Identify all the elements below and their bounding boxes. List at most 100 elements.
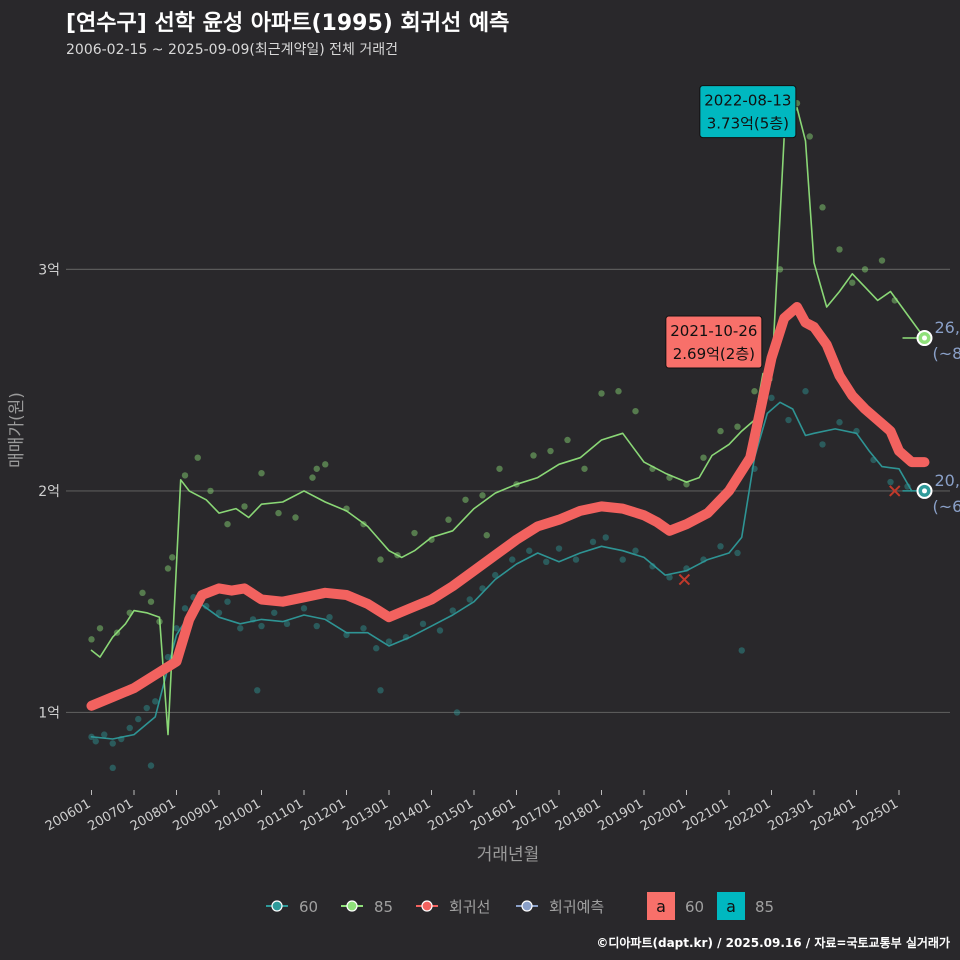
y-tick-label: 3억 [38, 262, 60, 278]
scatter-point-85 [479, 492, 486, 499]
x-tick-label: 200901 [171, 796, 221, 834]
scatter-point-85 [322, 461, 329, 468]
series-line-regression [86, 302, 930, 711]
scatter-point-85 [819, 204, 826, 211]
scatter-point-60 [449, 607, 456, 614]
scatter-point-85 [806, 133, 813, 140]
x-tick-label: 202401 [808, 796, 858, 834]
x-tick-label: 200701 [86, 796, 136, 834]
scatter-point-85 [169, 554, 176, 561]
scatter-point-60 [436, 627, 444, 634]
scatter-point-60 [819, 441, 826, 448]
legend-label: 회귀선 [449, 898, 490, 916]
scatter-point-60 [313, 622, 320, 630]
scatter-point-85 [861, 266, 869, 273]
scatter-point-60 [734, 549, 741, 557]
callout-price: 3.73억(5층) [707, 115, 789, 133]
scatter-point-85 [258, 470, 265, 477]
legend-point-key [346, 900, 358, 912]
scatter-point-60 [768, 394, 775, 402]
scatter-point-60 [258, 622, 265, 630]
prediction-point-center [922, 488, 927, 494]
scatter-point-60 [572, 556, 580, 563]
scatter-point-60 [152, 698, 159, 705]
scatter-point-60 [283, 620, 291, 628]
x-axis-title: 거래년월 [477, 845, 540, 865]
series-line-85 [90, 106, 926, 736]
scatter-point-85 [581, 465, 588, 472]
scatter-point-85 [717, 427, 724, 435]
scatter-point-85 [751, 388, 758, 395]
prediction-area-label: (~60㎡) [933, 497, 960, 516]
legend-box-key [647, 892, 675, 920]
scatter-point-60 [543, 558, 550, 566]
x-tick-label: 202201 [723, 796, 773, 834]
scatter-point-85 [878, 257, 886, 264]
callout-date: 2021-10-26 [670, 322, 757, 340]
prediction-value-label: 20,000 [935, 471, 960, 490]
scatter-point-60 [887, 478, 894, 486]
callout-date: 2022-08-13 [704, 92, 791, 110]
scatter-point-85 [96, 625, 104, 632]
callout-price: 2.69억(2층) [673, 345, 755, 363]
scatter-point-60 [126, 724, 133, 732]
scatter-point-60 [377, 687, 384, 694]
scatter-point-60 [836, 419, 843, 426]
x-tick-label: 202501 [851, 796, 901, 834]
scatter-point-85 [313, 465, 320, 472]
scatter-point-85 [598, 390, 605, 397]
scatter-point-60 [453, 709, 461, 716]
scatter-point-85 [615, 388, 622, 395]
scatter-point-85 [776, 266, 784, 273]
x-tick-label: 202101 [681, 796, 731, 834]
x-tick-label: 201601 [468, 796, 518, 834]
legend-label: 85 [374, 898, 393, 916]
x-tick-label: 200601 [43, 796, 93, 834]
scatter-point-60 [802, 388, 809, 395]
scatter-point-60 [666, 574, 673, 581]
legend-point-key [421, 900, 433, 912]
credit-text: ©디아파트(dapt.kr) / 2025.09.16 / 자료=국토교통부 실… [596, 936, 950, 950]
legend-label: 85 [755, 898, 774, 916]
prediction-area-label: (~85㎡) [933, 344, 960, 363]
callout-box [699, 85, 797, 139]
scatter-point-85 [849, 279, 856, 286]
scatter-point-60 [509, 556, 516, 563]
scatter-point-85 [564, 436, 571, 444]
scatter-point-60 [271, 609, 278, 616]
scatter-point-60 [143, 704, 150, 712]
scatter-point-60 [254, 687, 261, 694]
scatter-point-85 [377, 556, 384, 563]
scatter-point-60 [109, 764, 116, 772]
scatter-point-85 [496, 465, 503, 472]
legend-box-glyph: a [656, 897, 666, 916]
scatter-point-60 [326, 614, 333, 621]
scatter-point-60 [101, 731, 108, 738]
prediction-value-label: 26,900 [935, 318, 960, 337]
legend-point-key [521, 900, 533, 912]
scatter-point-85 [164, 565, 172, 572]
x-tick-label: 201901 [596, 796, 646, 834]
scatter-point-85 [445, 516, 452, 523]
x-tick-label: 201201 [298, 796, 348, 834]
scatter-point-60 [738, 647, 745, 654]
scatter-point-85 [683, 481, 690, 488]
scatter-point-60 [147, 762, 155, 769]
scatter-point-60 [466, 596, 473, 603]
scatter-point-60 [717, 543, 724, 550]
series-line-60 [90, 401, 913, 740]
legend-label: 60 [685, 898, 704, 916]
scatter-point-85 [462, 496, 469, 503]
scatter-point-85 [411, 529, 418, 537]
x-tick-label: 201101 [256, 796, 306, 834]
scatter-point-85 [836, 246, 843, 253]
regression-marker [678, 573, 691, 586]
x-tick-label: 201301 [341, 796, 391, 834]
scatter-point-85 [734, 423, 741, 430]
x-tick-label: 202301 [766, 796, 816, 834]
scatter-point-60 [215, 609, 223, 616]
legend-box-key [717, 892, 745, 920]
legend-point-key [271, 900, 283, 912]
x-tick-label: 201401 [383, 796, 433, 834]
